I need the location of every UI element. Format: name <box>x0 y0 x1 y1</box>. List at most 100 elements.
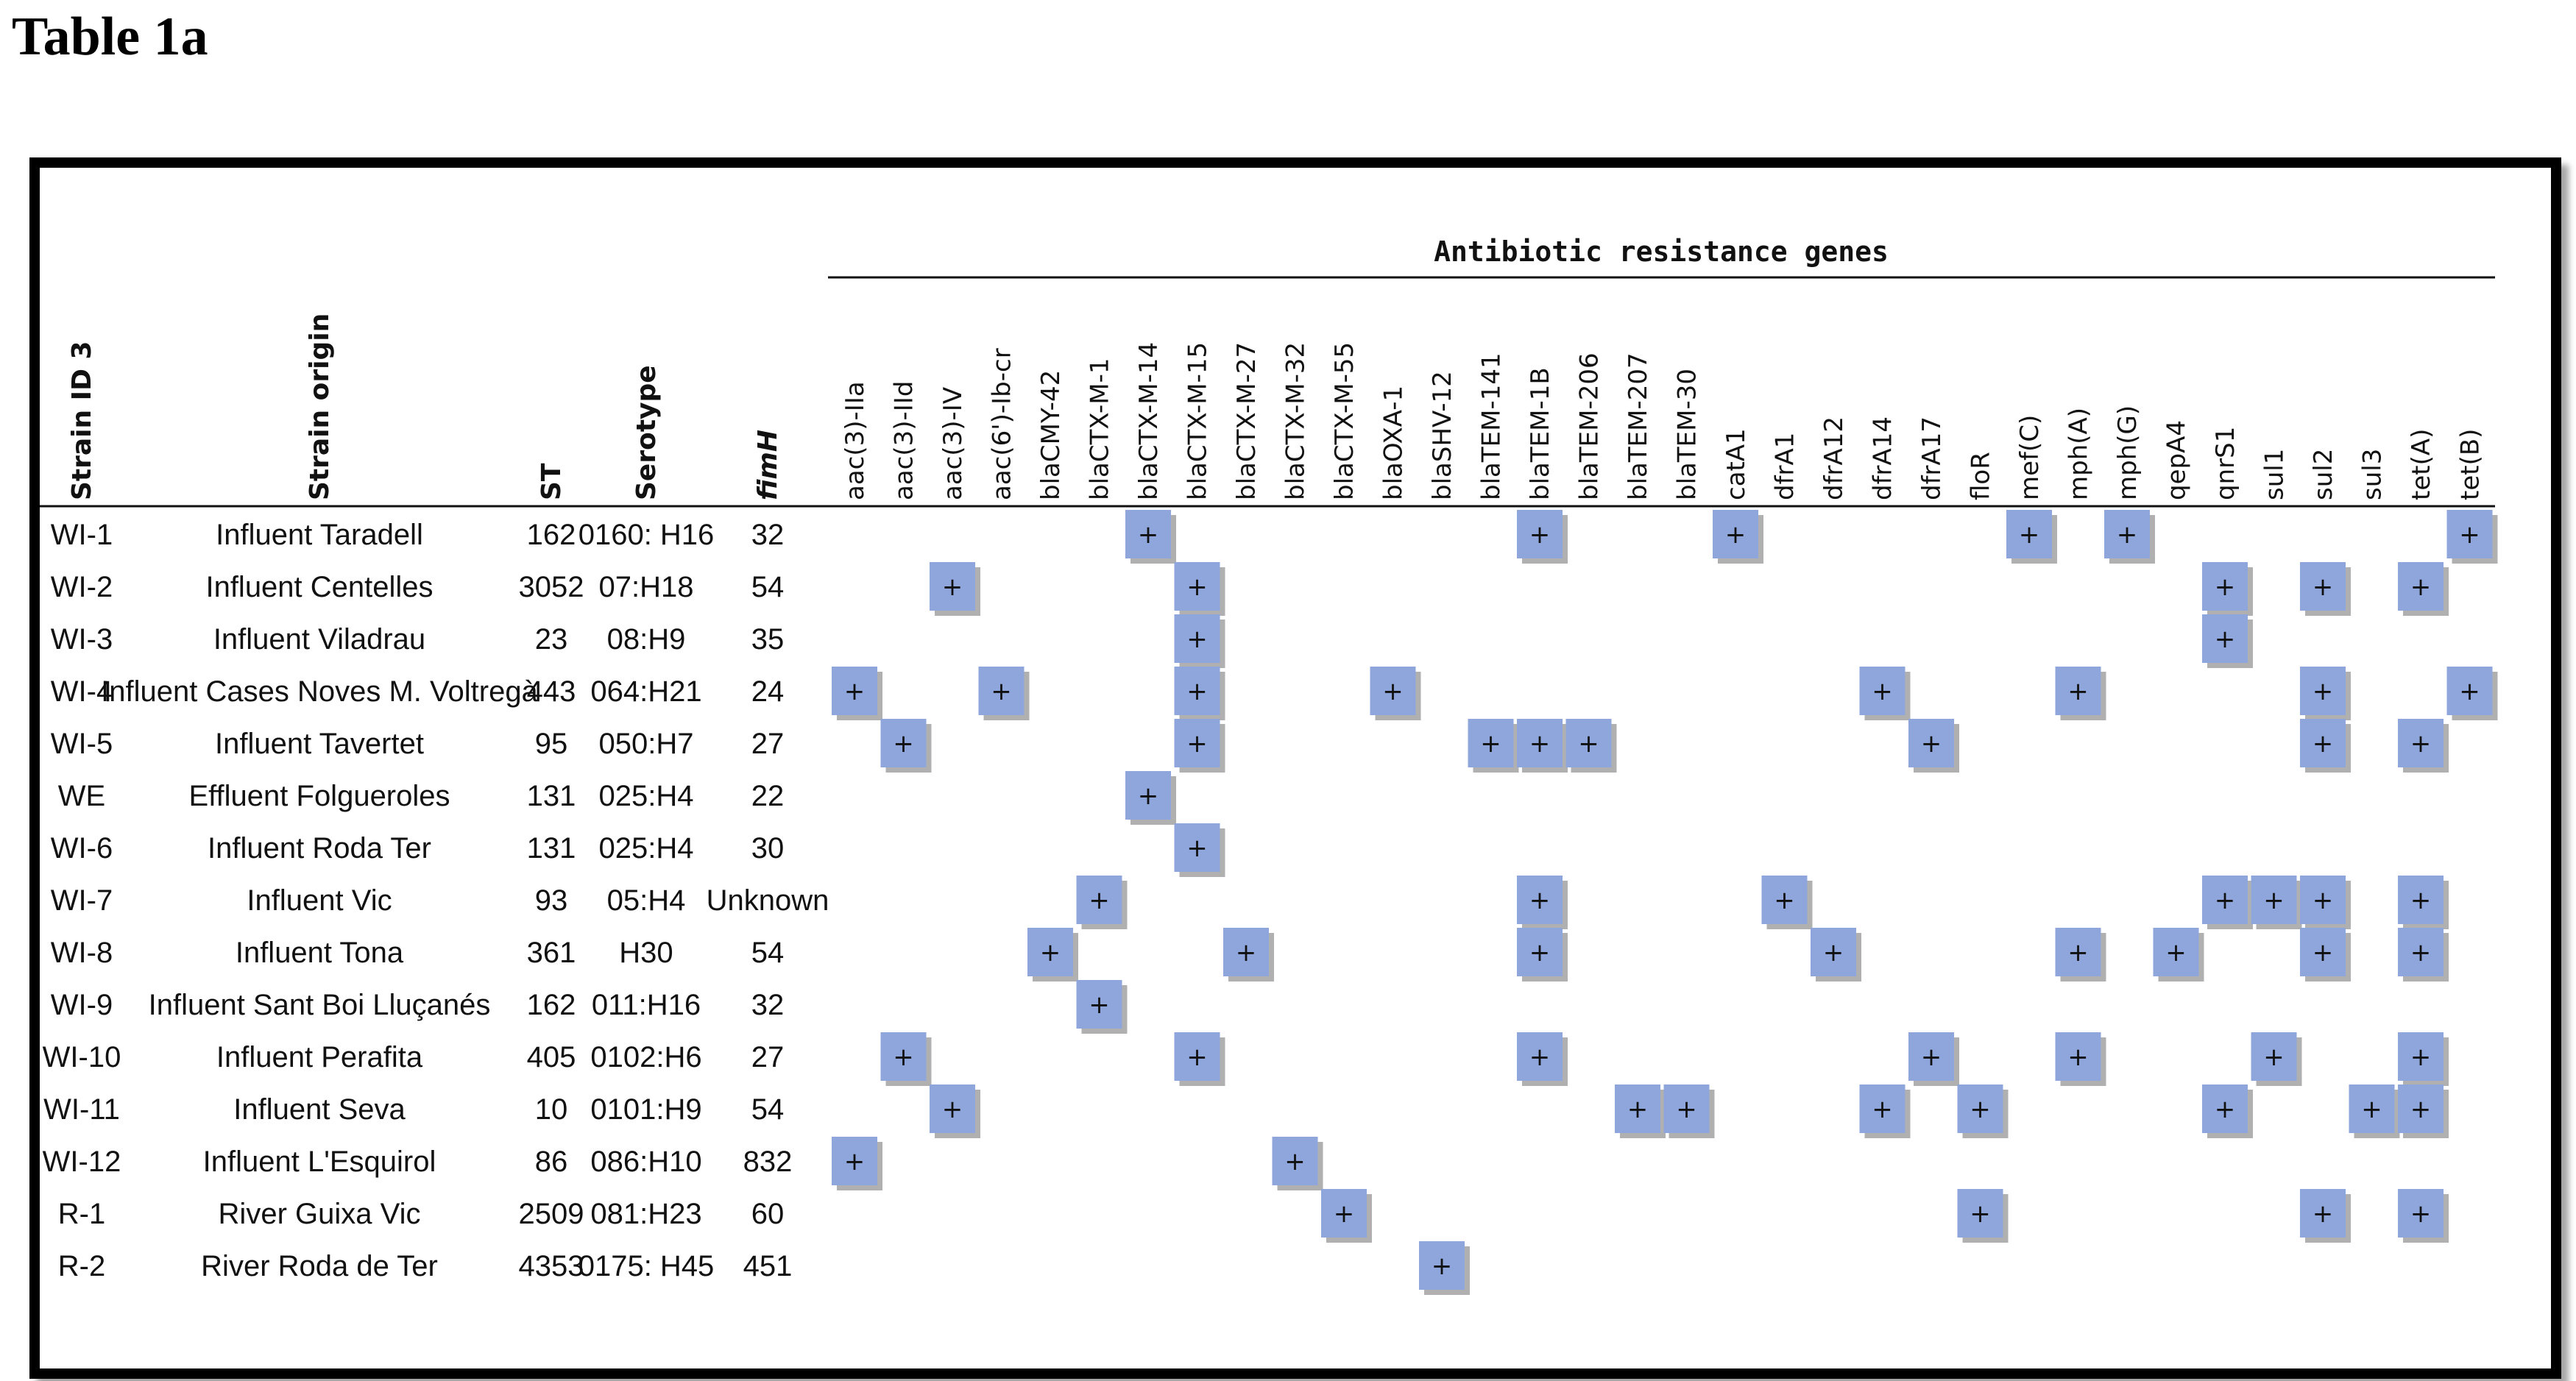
st-cell: 2509 <box>519 1198 584 1230</box>
gene-present-sign: + <box>942 1095 963 1124</box>
gene-present-sign: + <box>1529 938 1551 968</box>
header-fimh: fimH <box>753 430 783 500</box>
gene-present-marker <box>2300 667 2346 715</box>
gene-header: blaSHV-12 <box>1428 371 1457 500</box>
gene-present-marker <box>2398 562 2444 611</box>
strain-id-cell: R-2 <box>58 1250 105 1282</box>
gene-present-marker <box>1517 719 1563 767</box>
gene-present-marker <box>1027 928 1073 976</box>
table-title: Table 1a <box>12 7 208 67</box>
gene-present-sign: + <box>1186 625 1208 654</box>
gene-present-sign: + <box>1529 520 1551 550</box>
st-cell: 93 <box>535 884 568 917</box>
gene-present-marker <box>2300 1189 2346 1238</box>
gene-present-sign: + <box>2410 1199 2432 1229</box>
gene-present-sign: + <box>2410 1043 2432 1072</box>
fimh-cell: 54 <box>751 937 785 969</box>
gene-present-sign: + <box>893 729 914 759</box>
strain-origin-cell: Influent Taradell <box>216 519 423 551</box>
serotype-cell: 086:H10 <box>590 1146 701 1178</box>
gene-present-sign: + <box>1186 1043 1208 1072</box>
strain-origin-cell: Influent Viladrau <box>213 623 425 656</box>
gene-header: blaCTX-M-1 <box>1086 358 1115 500</box>
strain-origin-cell: Influent L'Esquirol <box>203 1146 436 1178</box>
fimh-cell: 451 <box>743 1250 793 1282</box>
fimh-cell: 22 <box>751 780 785 812</box>
gene-present-sign: + <box>2313 729 2334 759</box>
serotype-cell: 07:H18 <box>599 571 694 603</box>
gene-present-marker <box>1272 1137 1318 1185</box>
gene-present-marker <box>1761 876 1808 924</box>
gene-header: aac(3)-IIa <box>841 381 870 500</box>
gene-present-sign: + <box>844 1147 866 1176</box>
gene-present-marker <box>1517 928 1563 976</box>
table-row: WI-2 Influent Centelles 3052 07:H18 54 + + + + + <box>51 562 2449 616</box>
gene-present-marker <box>1713 510 1758 558</box>
st-cell: 4353 <box>519 1250 584 1282</box>
gene-present-marker <box>2055 667 2101 715</box>
gene-present-marker <box>2300 876 2346 924</box>
gene-present-sign: + <box>2313 572 2334 602</box>
gene-present-marker <box>2398 1084 2444 1133</box>
gene-present-sign: + <box>942 572 963 602</box>
strain-id-cell: WI-3 <box>51 623 113 656</box>
gene-present-marker <box>2104 510 2150 558</box>
serotype-cell: 025:H4 <box>599 780 694 812</box>
gene-present-marker <box>1957 1084 2003 1133</box>
strain-id-cell: WI-10 <box>43 1041 121 1073</box>
gene-present-marker <box>1174 562 1220 611</box>
gene-header: blaTEM-30 <box>1673 369 1702 500</box>
gene-present-marker <box>2446 667 2493 715</box>
fimh-cell: 54 <box>751 1093 785 1126</box>
gene-present-sign: + <box>1186 572 1208 602</box>
gene-present-sign: + <box>1774 886 1795 915</box>
gene-present-marker <box>1174 1032 1220 1081</box>
gene-header: catA1 <box>1722 428 1751 500</box>
gene-header: sul2 <box>2309 449 2338 500</box>
strain-id-cell: WI-8 <box>51 937 113 969</box>
gene-present-marker <box>1908 719 1954 767</box>
table-row: WI-6 Influent Roda Ter 131 025:H4 30 + <box>51 823 1225 877</box>
gene-present-sign: + <box>1921 729 1942 759</box>
gene-present-marker <box>1419 1241 1465 1290</box>
strain-id-cell: WE <box>58 780 105 812</box>
gene-present-sign: + <box>2313 677 2334 706</box>
gene-present-marker <box>1908 1032 1954 1081</box>
gene-header: blaTEM-141 <box>1477 352 1507 500</box>
serotype-cell: 05:H4 <box>607 884 686 917</box>
gene-present-sign: + <box>1432 1252 1453 1281</box>
serotype-cell: 011:H16 <box>592 989 701 1021</box>
gene-present-marker <box>2398 876 2444 924</box>
st-cell: 131 <box>527 832 576 865</box>
gene-present-sign: + <box>2067 677 2089 706</box>
gene-present-marker <box>1565 719 1612 767</box>
gene-header: blaCMY-42 <box>1036 370 1066 500</box>
gene-present-marker <box>2446 510 2493 558</box>
gene-header: blaTEM-1B <box>1526 367 1555 500</box>
table-row: WE Effluent Folgueroles 131 025:H4 22 + <box>58 771 1176 825</box>
fimh-cell: Unknown <box>707 884 829 917</box>
gene-present-sign: + <box>2410 729 2432 759</box>
gene-present-sign: + <box>1040 938 1061 968</box>
gene-present-sign: + <box>1529 886 1551 915</box>
fimh-cell: 27 <box>751 1041 785 1073</box>
gene-header: tet(B) <box>2456 429 2485 500</box>
strain-origin-cell: Influent Centelles <box>205 571 433 603</box>
gene-present-marker <box>2398 928 2444 976</box>
gene-present-sign: + <box>2313 938 2334 968</box>
st-cell: 95 <box>535 728 568 760</box>
gene-present-marker <box>2202 562 2248 611</box>
strain-id-cell: WI-1 <box>51 519 113 551</box>
gene-present-marker <box>1517 510 1563 558</box>
strain-origin-cell: Influent Roda Ter <box>208 832 431 865</box>
gene-present-marker <box>1370 667 1416 715</box>
st-cell: 10 <box>535 1093 568 1126</box>
gene-present-sign: + <box>2165 938 2187 968</box>
table-row: WI-11 Influent Seva 10 0101:H9 54 + + + + + + + + <box>43 1084 2449 1138</box>
gene-header: dfrA12 <box>1819 416 1849 500</box>
gene-present-sign: + <box>1236 938 1257 968</box>
gene-present-marker <box>2251 876 2297 924</box>
gene-present-sign: + <box>2215 886 2236 915</box>
gene-present-sign: + <box>2410 938 2432 968</box>
st-cell: 361 <box>527 937 576 969</box>
